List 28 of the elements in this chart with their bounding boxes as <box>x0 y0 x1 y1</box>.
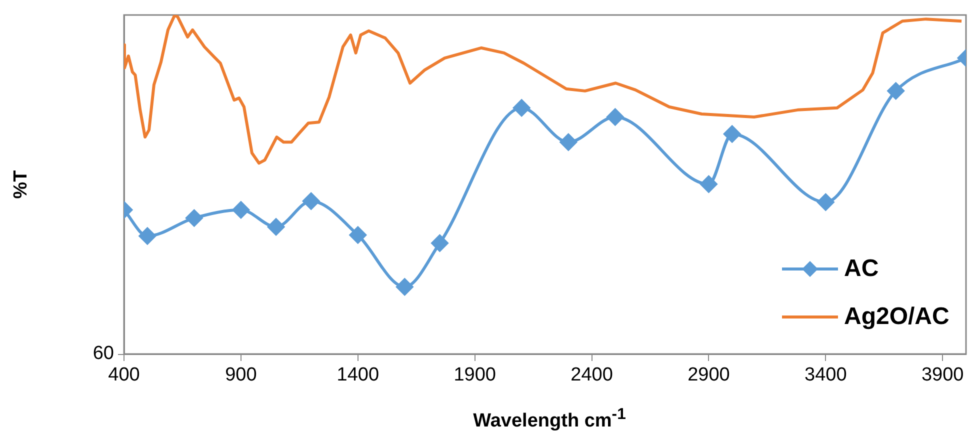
x-tick-label: 400 <box>108 364 140 386</box>
point <box>302 192 320 210</box>
point <box>513 99 530 116</box>
point <box>186 210 203 227</box>
x-tick-label: 1900 <box>454 364 496 386</box>
point <box>724 125 741 142</box>
point <box>396 278 414 296</box>
x-axis-title: Wavelength cm$^{-1}$ <box>472 406 627 432</box>
x-tick-label: 1400 <box>336 364 380 386</box>
point <box>700 176 718 193</box>
y-axis-title: %T <box>10 170 32 199</box>
point <box>606 108 624 126</box>
point <box>232 201 250 218</box>
x-tick-label: 2900 <box>688 364 730 386</box>
point <box>560 134 577 151</box>
point <box>431 234 448 252</box>
point <box>887 82 904 100</box>
point <box>268 218 285 236</box>
point <box>138 228 156 245</box>
x-tick-label: 900 <box>225 364 257 386</box>
point <box>817 194 834 211</box>
x-tick-label: 3900 <box>921 364 964 386</box>
text: 60 <box>92 343 114 364</box>
legend-label: AC <box>844 255 879 283</box>
point <box>349 226 366 244</box>
legend-label: Ag2O/AC <box>844 303 950 331</box>
x-tick-label: 3400 <box>804 364 847 386</box>
x-tick-label: 2400 <box>570 364 613 386</box>
